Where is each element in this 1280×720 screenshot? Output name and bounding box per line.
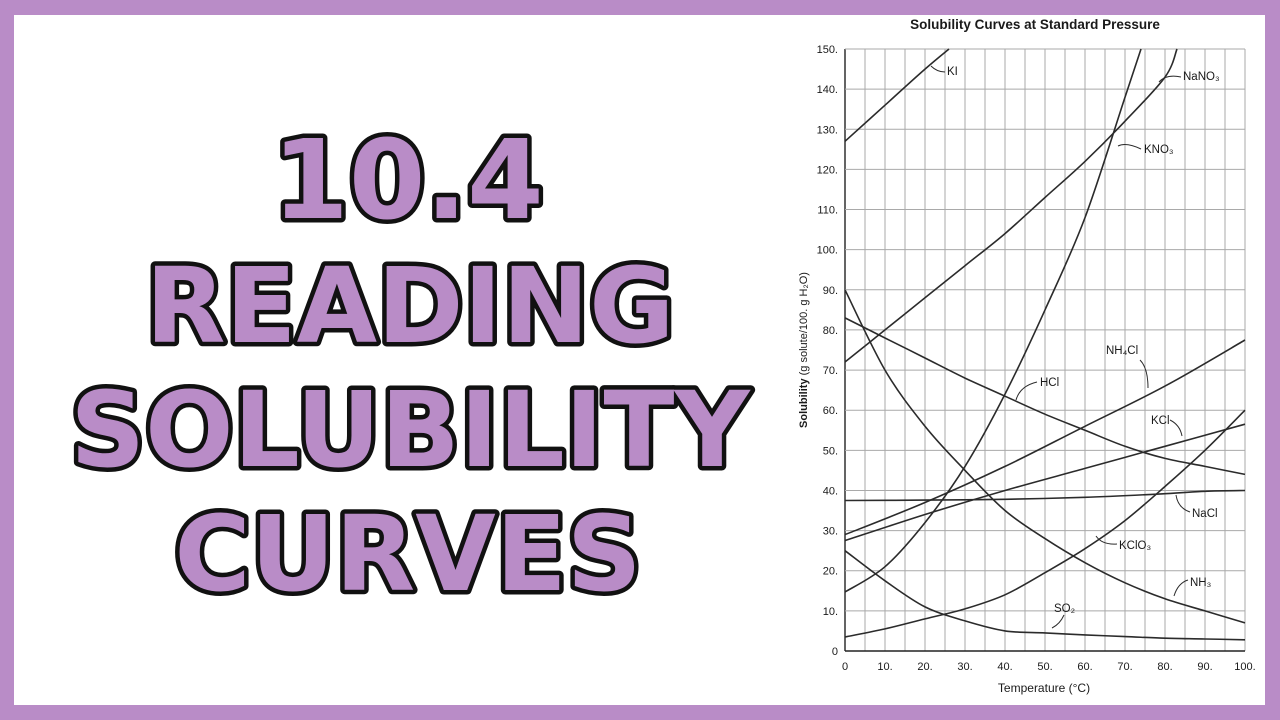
y-tick-label: 50. (823, 445, 838, 457)
y-tick-label: 20. (823, 566, 838, 578)
series-label-nh3: NH₃ (1190, 577, 1212, 589)
series-leader-kcl (1169, 419, 1183, 437)
curve-ki (844, 48, 950, 142)
curve-nano3 (844, 48, 1178, 363)
title-line-4: CURVES (174, 493, 641, 615)
series-label-hcl: HCl (1040, 377, 1059, 389)
curve-nh3 (844, 289, 1246, 624)
x-tick-label: 20. (917, 661, 932, 673)
series-leader-nh3 (1173, 579, 1189, 597)
x-tick-label: 60. (1077, 661, 1092, 673)
y-tick-label: 110. (817, 205, 838, 217)
series-label-nacl: NaCl (1192, 508, 1218, 520)
x-tick-label: 90. (1197, 661, 1212, 673)
chart-series-labels: KI NaNO₃ KNO₃ NH₄Cl HCl KCl NaCl KClO₃ NH₃ SO₂ (930, 65, 1220, 629)
curve-nacl (844, 489, 1246, 502)
series-leader-so2 (1051, 614, 1065, 629)
series-leader-nacl (1175, 494, 1191, 513)
x-tick-label: 50. (1037, 661, 1052, 673)
y-axis-label-main: Solubility (798, 378, 810, 428)
y-tick-label: 150. (817, 44, 838, 56)
y-tick-label: 70. (823, 365, 838, 377)
series-leader-kno3 (1117, 144, 1142, 150)
y-axis-label: Solubility (g solute/100. g H₂O) (798, 272, 810, 428)
y-tick-label: 0 (832, 646, 838, 658)
series-leader-ki (930, 65, 946, 73)
curve-kclo3 (844, 409, 1246, 638)
y-tick-label: 120. (817, 164, 838, 176)
series-label-ki: KI (947, 66, 958, 78)
curve-hcl (844, 317, 1246, 476)
x-tick-label: 100. (1234, 661, 1255, 673)
series-leader-nano3 (1158, 75, 1182, 83)
series-label-kno3: KNO₃ (1144, 144, 1174, 156)
series-label-kcl: KCl (1151, 415, 1170, 427)
series-leader-nh4cl (1139, 359, 1149, 389)
series-label-nano3: NaNO₃ (1183, 71, 1220, 83)
y-tick-label: 60. (823, 405, 838, 417)
y-tick-label: 80. (823, 325, 838, 337)
series-label-nh4cl: NH₄Cl (1106, 345, 1138, 357)
x-tick-label: 10. (877, 661, 892, 673)
series-label-so2: SO₂ (1054, 603, 1075, 615)
chart-curves (844, 48, 1246, 641)
x-tick-label: 0 (842, 661, 848, 673)
y-tick-label: 30. (823, 526, 838, 538)
series-label-kclo3: KClO₃ (1119, 540, 1151, 552)
curve-kno3 (844, 48, 1142, 593)
title-line-3: SOLUBILITY (70, 369, 751, 491)
chart-ticks: 0 10. 20. 30. 40. 50. 60. 70. 80. 90. 100. 0 10. 20. 3… (817, 44, 1256, 673)
series-leader-kclo3 (1095, 535, 1118, 545)
y-tick-label: 40. (823, 485, 838, 497)
x-axis-label: Temperature (°C) (998, 681, 1090, 695)
x-tick-label: 80. (1157, 661, 1172, 673)
chart-grid (844, 48, 1246, 652)
series-leader-hcl (1015, 381, 1038, 401)
y-tick-label: 140. (817, 84, 838, 96)
y-tick-label: 10. (823, 606, 838, 618)
x-tick-label: 30. (957, 661, 972, 673)
curve-kcl (844, 423, 1246, 542)
x-tick-label: 70. (1117, 661, 1132, 673)
y-tick-label: 90. (823, 285, 838, 297)
title-line-2: READING (145, 245, 674, 367)
y-tick-label: 100. (817, 245, 838, 257)
x-tick-label: 40. (997, 661, 1012, 673)
y-tick-label: 130. (817, 124, 838, 136)
y-axis-label-unit: (g solute/100. g H₂O) (798, 272, 810, 375)
curve-nh4cl (844, 339, 1246, 536)
title-line-1: 10.4 (272, 116, 543, 244)
curve-so2 (844, 550, 1246, 641)
chart-title: Solubility Curves at Standard Pressure (910, 17, 1160, 32)
